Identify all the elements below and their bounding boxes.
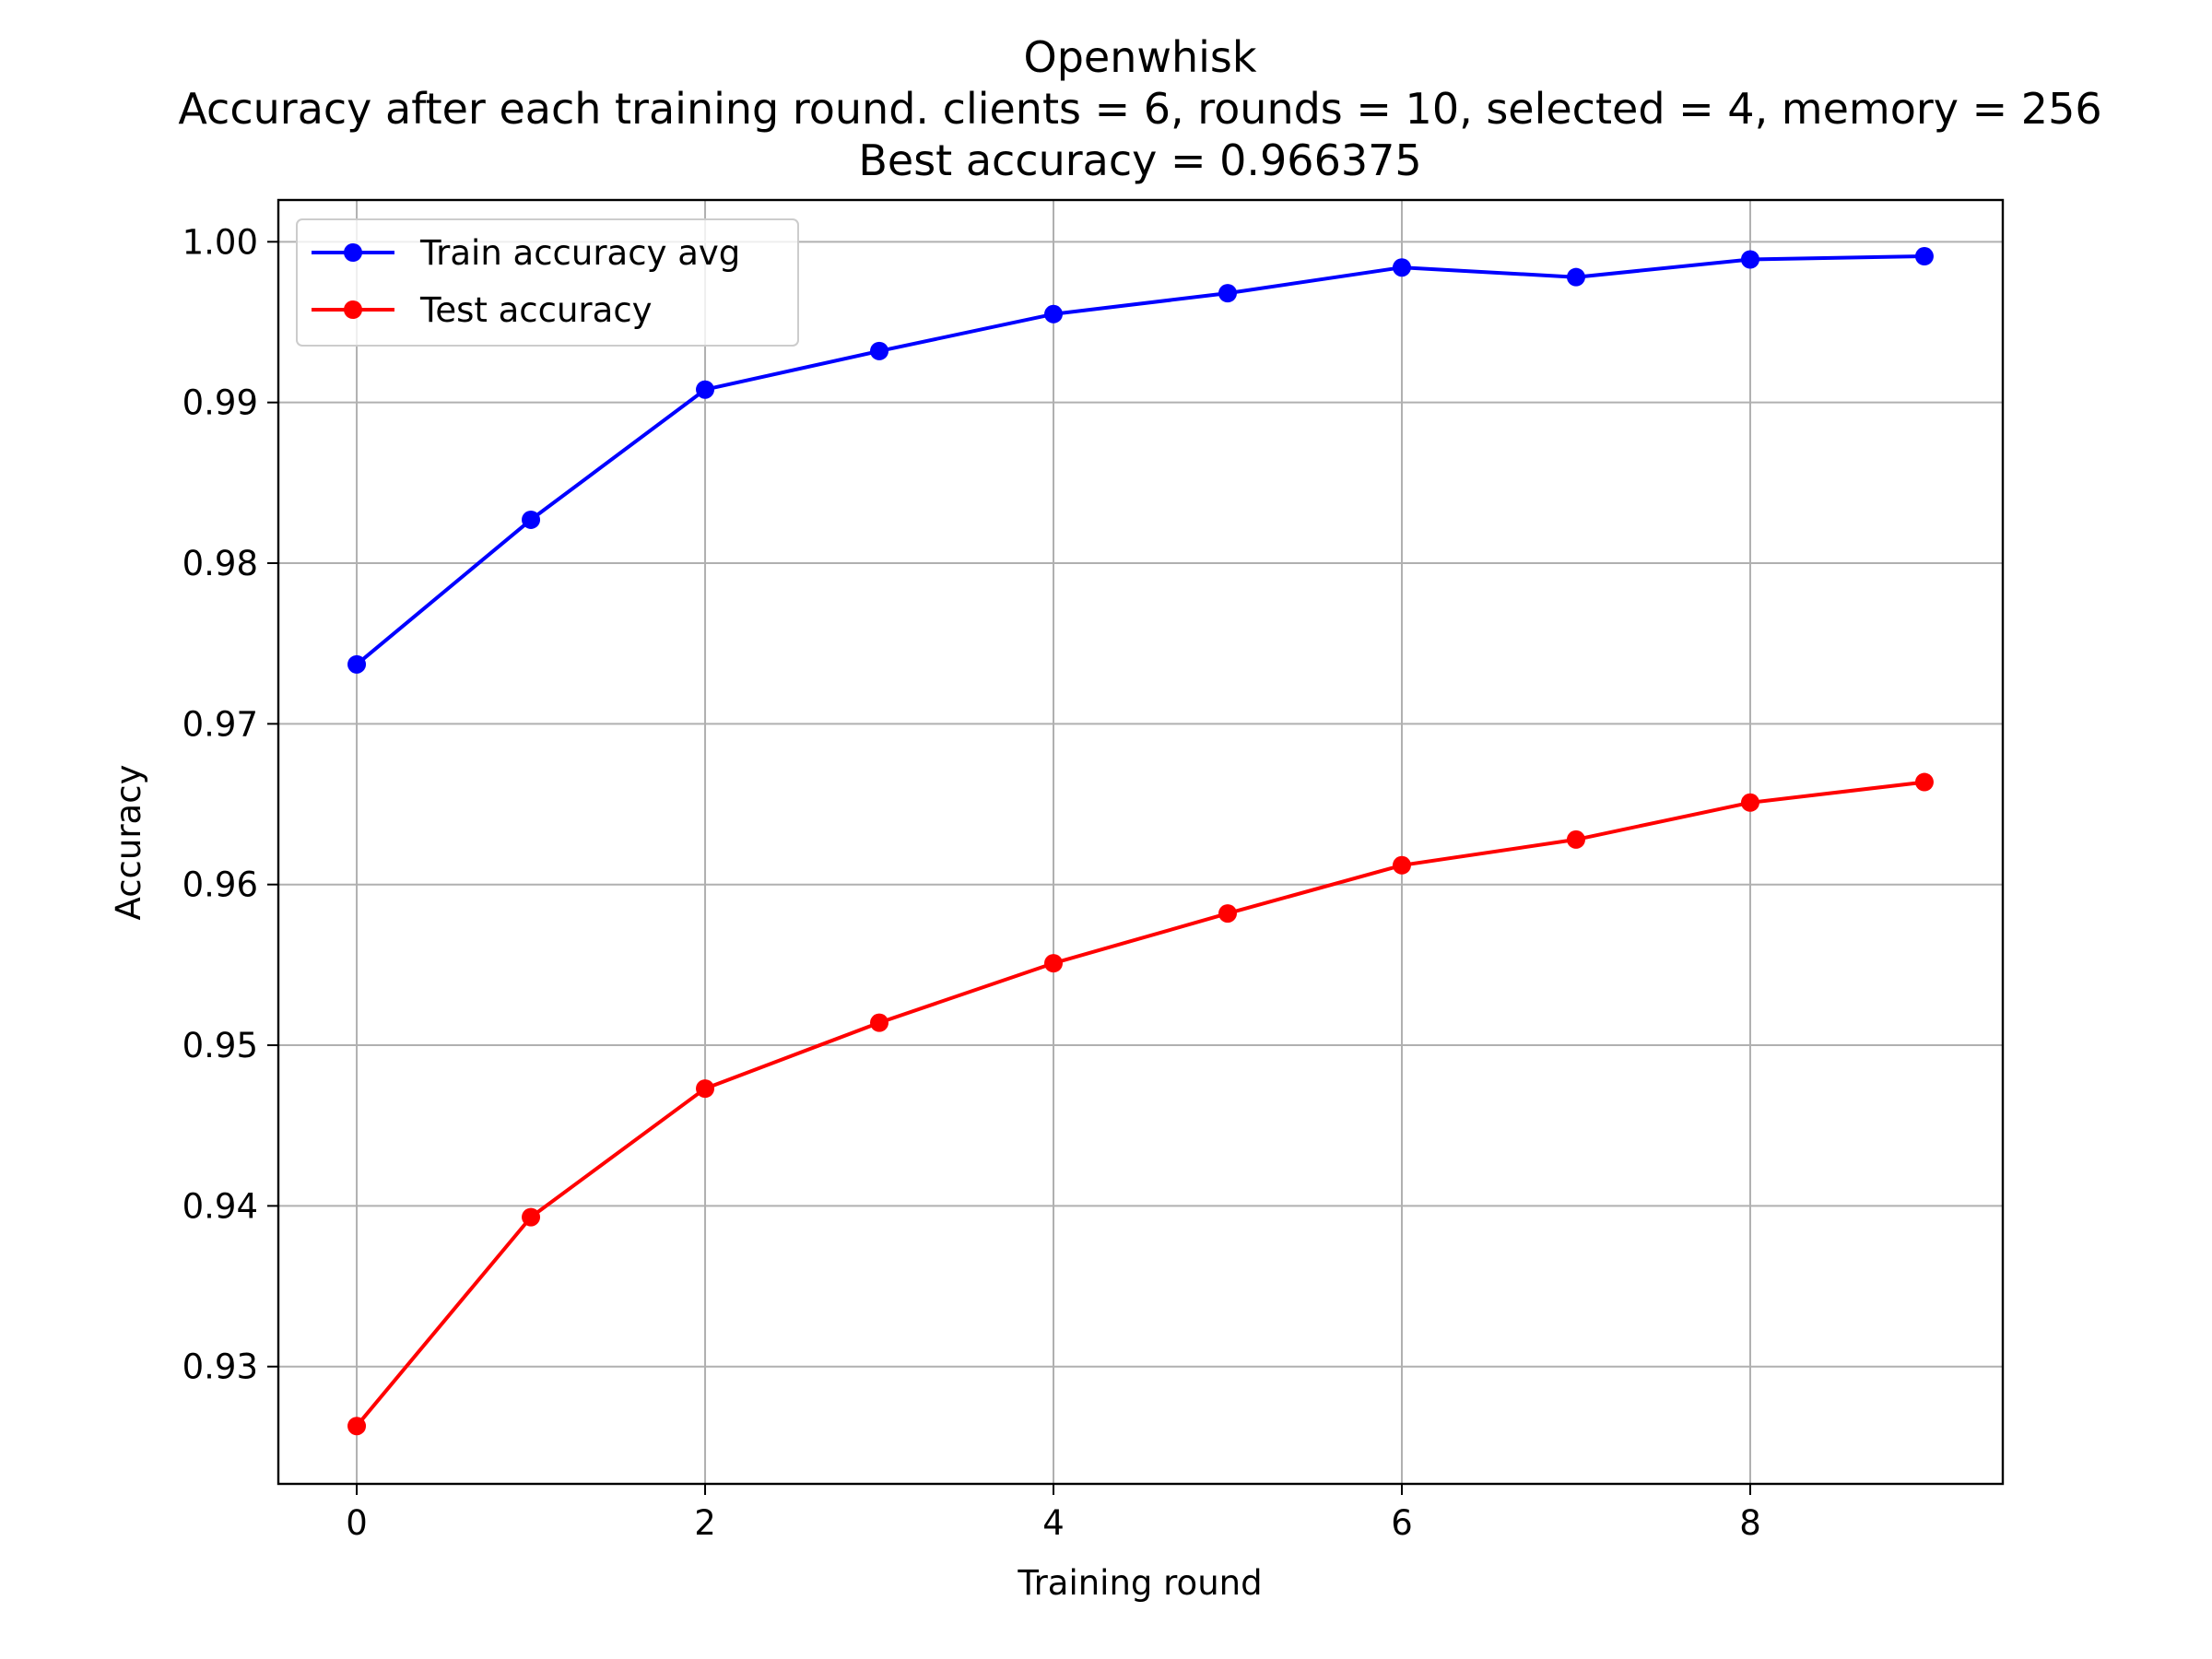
legend-test-label: Test accuracy [419, 290, 653, 330]
series-0-point [347, 654, 367, 674]
legend: Train accuracy avg Test accuracy [296, 218, 799, 347]
x-tick-label: 4 [1042, 1503, 1065, 1543]
y-tick-label: 0.96 [182, 865, 258, 905]
plot-area-frame [276, 198, 2005, 1486]
series-line-0 [355, 254, 1925, 666]
legend-train-marker [344, 243, 362, 262]
series-0-point [1914, 247, 1934, 266]
y-tick-label: 0.95 [182, 1026, 258, 1065]
series-0-point [870, 341, 889, 360]
series-1-point [870, 1013, 889, 1032]
x-tick-label: 0 [346, 1503, 368, 1543]
series-1-point [1914, 772, 1934, 792]
series-0-point [1566, 267, 1585, 287]
series-0-point [1740, 250, 1759, 269]
series-lines [347, 247, 1934, 1436]
x-axis-label: Training round [1017, 1563, 1262, 1603]
series-0-point [1218, 284, 1237, 303]
legend-box [296, 218, 799, 347]
legend-train-label: Train accuracy avg [419, 233, 740, 273]
y-tick-label: 0.99 [182, 383, 258, 423]
series-0-point [522, 510, 541, 529]
grid-lines [278, 200, 2003, 1484]
y-tick-label: 0.94 [182, 1186, 258, 1226]
y-tick-label: 1.00 [182, 222, 258, 262]
axis-ticks: 0 2 4 6 8 0.93 0.94 0.95 0.96 0.97 0.98 0.99 1.00 [182, 222, 1761, 1543]
series-1-point [1740, 793, 1759, 812]
series-1-point [1218, 904, 1237, 924]
series-1-point [347, 1417, 367, 1436]
chart-title: Openwhisk [1023, 32, 1256, 82]
series-1-point [1566, 830, 1585, 849]
chart-subtitle-best-accuracy: Best accuracy = 0.966375 [858, 135, 1421, 185]
y-axis-label: Accuracy [109, 765, 148, 921]
y-tick-label: 0.98 [182, 544, 258, 583]
x-tick-label: 6 [1391, 1503, 1413, 1543]
series-1-point [1044, 954, 1064, 973]
series-1-point [696, 1079, 715, 1099]
legend-test-marker [344, 300, 362, 319]
series-line-1 [355, 780, 1925, 1428]
chart-subtitle: Accuracy after each training round. clie… [178, 84, 2101, 134]
series-1-point [522, 1207, 541, 1227]
series-0-point [696, 380, 715, 399]
series-0-point [1044, 304, 1064, 324]
x-tick-label: 8 [1739, 1503, 1761, 1543]
y-tick-label: 0.97 [182, 704, 258, 744]
y-tick-label: 0.93 [182, 1347, 258, 1387]
series-0-point [1392, 258, 1411, 277]
series-1-point [1392, 855, 1411, 875]
x-tick-label: 2 [694, 1503, 716, 1543]
